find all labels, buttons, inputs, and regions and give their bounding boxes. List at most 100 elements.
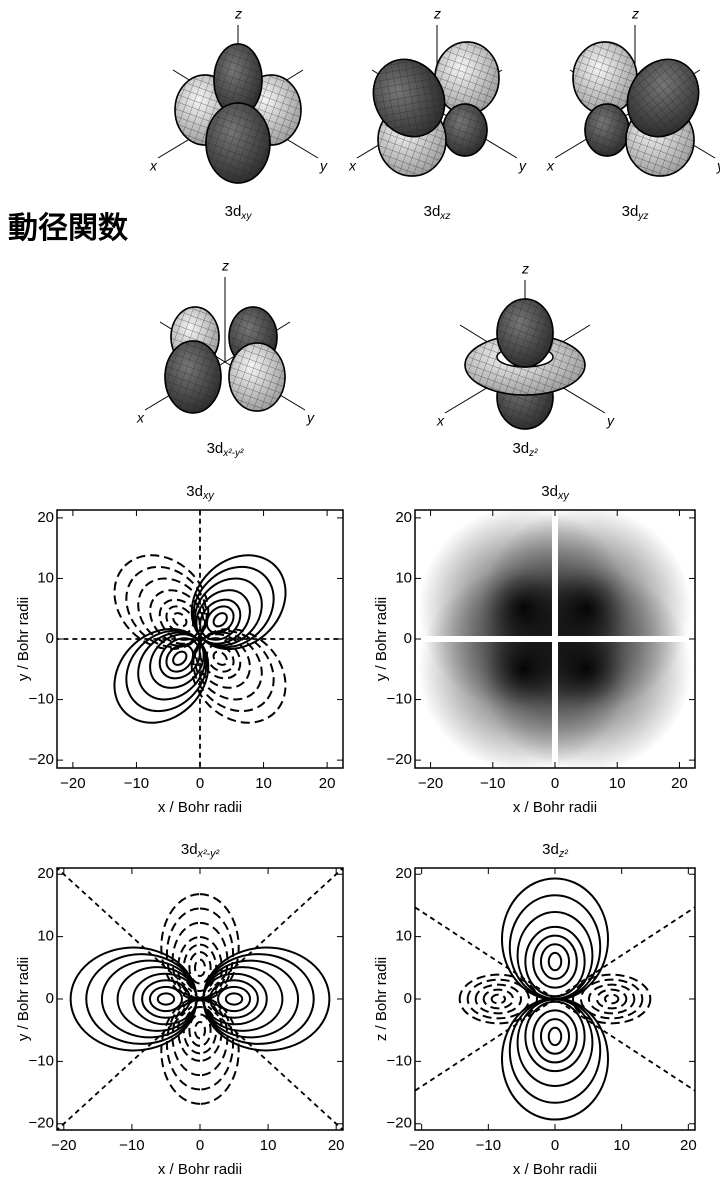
axis-z: z bbox=[234, 6, 242, 22]
contour bbox=[190, 627, 287, 724]
contour bbox=[539, 943, 571, 980]
orbital-label: 3dxy bbox=[541, 483, 569, 502]
plot-area bbox=[57, 868, 343, 1130]
contour bbox=[508, 894, 602, 1001]
contour bbox=[474, 983, 522, 1015]
axis-z: z bbox=[433, 6, 441, 22]
orbital-label: 3dx²-y² bbox=[207, 440, 244, 459]
label-main: 3d bbox=[424, 203, 441, 220]
contour bbox=[547, 1026, 563, 1047]
axis-y: y bbox=[606, 413, 615, 429]
label-main: 3d bbox=[186, 483, 203, 500]
contour bbox=[500, 997, 610, 1121]
contour bbox=[547, 951, 563, 972]
y-tick-label: −20 bbox=[29, 751, 54, 768]
contour bbox=[149, 589, 205, 645]
x-axis-label: x / Bohr radii bbox=[158, 799, 242, 816]
label-sub: xy bbox=[240, 211, 252, 222]
lobe-mesh bbox=[372, 58, 446, 138]
contour bbox=[192, 629, 275, 713]
axis-x: x bbox=[136, 410, 145, 426]
orbital-label: 3dxz bbox=[424, 203, 451, 222]
label-sub: z² bbox=[558, 848, 568, 860]
axis-z: z bbox=[521, 261, 529, 277]
lobe-mesh bbox=[442, 103, 488, 157]
contour bbox=[113, 554, 210, 651]
orbital-label: 3dx²-y² bbox=[181, 841, 220, 860]
x-tick-label: −10 bbox=[119, 1137, 144, 1154]
contour bbox=[158, 598, 201, 641]
axis-y: y bbox=[306, 410, 315, 426]
contour bbox=[125, 629, 208, 713]
label-sub: xy bbox=[202, 490, 214, 502]
contour bbox=[194, 958, 206, 977]
contour bbox=[596, 988, 628, 1010]
label-main: 3d bbox=[512, 440, 529, 457]
contour bbox=[199, 637, 242, 680]
x-tick-label: 20 bbox=[319, 775, 336, 792]
x-tick-label: −10 bbox=[124, 775, 149, 792]
axis-x: x bbox=[436, 413, 445, 429]
x-tick-label: 10 bbox=[260, 1137, 277, 1154]
contour bbox=[516, 910, 594, 1000]
contour bbox=[458, 973, 538, 1025]
label-main: 3d bbox=[207, 440, 224, 457]
contour bbox=[532, 1009, 578, 1064]
contour bbox=[466, 978, 530, 1020]
y-axis-label: y / Bohr radii bbox=[373, 597, 390, 681]
y-tick-label: −10 bbox=[387, 691, 412, 708]
x-tick-label: −20 bbox=[409, 1137, 434, 1154]
axis-z: z bbox=[221, 258, 229, 274]
label-sub: yz bbox=[637, 211, 648, 222]
density-blob bbox=[418, 566, 630, 768]
contour bbox=[190, 554, 287, 651]
y-tick-label: 20 bbox=[37, 509, 54, 526]
contour bbox=[165, 907, 235, 1001]
lobe-mesh bbox=[496, 298, 554, 368]
contour bbox=[113, 627, 210, 724]
contour bbox=[188, 951, 212, 985]
axis-x: x bbox=[546, 158, 555, 174]
heading: 動径関数 bbox=[8, 212, 129, 245]
nodal-line bbox=[57, 868, 343, 1130]
label-main: 3d bbox=[622, 203, 639, 220]
contour bbox=[604, 993, 620, 1005]
x-tick-label: 20 bbox=[680, 1137, 697, 1154]
lobe-mesh bbox=[164, 340, 222, 414]
orbital: x y z bbox=[546, 6, 720, 177]
plot-area bbox=[57, 510, 343, 768]
contour bbox=[482, 988, 514, 1010]
plot-area bbox=[415, 510, 695, 768]
y-tick-label: 10 bbox=[37, 928, 54, 945]
x-axis-label: x / Bohr radii bbox=[513, 1161, 597, 1178]
x-tick-label: −20 bbox=[60, 775, 85, 792]
label-sub: x²-y² bbox=[222, 448, 244, 459]
contour bbox=[205, 605, 235, 635]
x-tick-label: 20 bbox=[671, 775, 688, 792]
axis-y: y bbox=[518, 158, 527, 174]
contour bbox=[516, 998, 594, 1087]
y-tick-label: 0 bbox=[46, 630, 54, 647]
y-tick-label: −10 bbox=[29, 691, 54, 708]
contour bbox=[194, 1021, 206, 1040]
y-tick-label: −20 bbox=[387, 751, 412, 768]
contour bbox=[224, 992, 244, 1006]
orbital-label: 3dz² bbox=[512, 440, 538, 459]
lobe-mesh bbox=[205, 102, 271, 184]
contour bbox=[195, 633, 251, 689]
label-sub: xz bbox=[439, 211, 450, 222]
x-tick-label: −20 bbox=[418, 775, 443, 792]
y-axis-label: z / Bohr radii bbox=[373, 957, 390, 1041]
axis-y: y bbox=[716, 158, 720, 174]
x-axis-label: x / Bohr radii bbox=[513, 799, 597, 816]
contour bbox=[588, 983, 636, 1015]
y-axis-label: y / Bohr radii bbox=[15, 597, 32, 681]
y-tick-label: 20 bbox=[37, 865, 54, 882]
x-tick-label: 10 bbox=[609, 775, 626, 792]
x-tick-label: 10 bbox=[255, 775, 272, 792]
x-axis-label: x / Bohr radii bbox=[158, 1161, 242, 1178]
x-tick-label: −10 bbox=[476, 1137, 501, 1154]
contour bbox=[205, 643, 235, 673]
y-tick-label: 20 bbox=[395, 509, 412, 526]
